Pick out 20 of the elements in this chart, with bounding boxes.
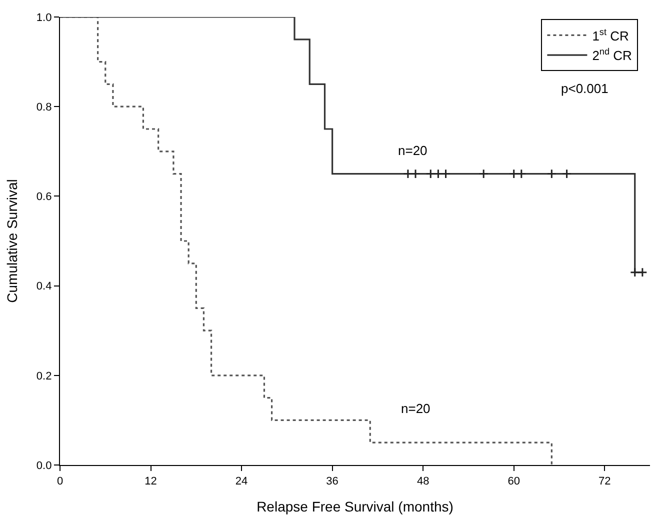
x-tick-label: 48 <box>416 475 430 488</box>
y-tick-label: 0.4 <box>36 280 52 293</box>
y-tick-label: 0.8 <box>36 101 52 114</box>
annotation: n=20 <box>398 143 428 158</box>
y-tick-label: 0.2 <box>36 370 52 382</box>
x-tick-label: 12 <box>144 475 157 488</box>
x-tick-label: 36 <box>326 475 338 488</box>
y-tick-label: 0.0 <box>36 460 52 472</box>
annotation: p<0.001 <box>561 81 608 96</box>
y-axis-title: Cumulative Survival <box>4 179 20 303</box>
legend-label: 2$^{nd}$ CR <box>592 46 632 64</box>
x-tick-label: 0 <box>56 475 64 488</box>
legend-label: 1$^{st}$ CR <box>592 26 629 44</box>
y-tick-label: 1.0 <box>36 12 52 24</box>
x-tick-label: 24 <box>235 475 248 488</box>
x-axis-title: Relapse Free Survival (months) <box>256 498 454 515</box>
x-tick-label: 60 <box>508 475 520 488</box>
x-tick-label: 72 <box>598 475 611 488</box>
y-tick-label: 0.6 <box>36 191 52 204</box>
annotation: n=20 <box>401 401 430 416</box>
